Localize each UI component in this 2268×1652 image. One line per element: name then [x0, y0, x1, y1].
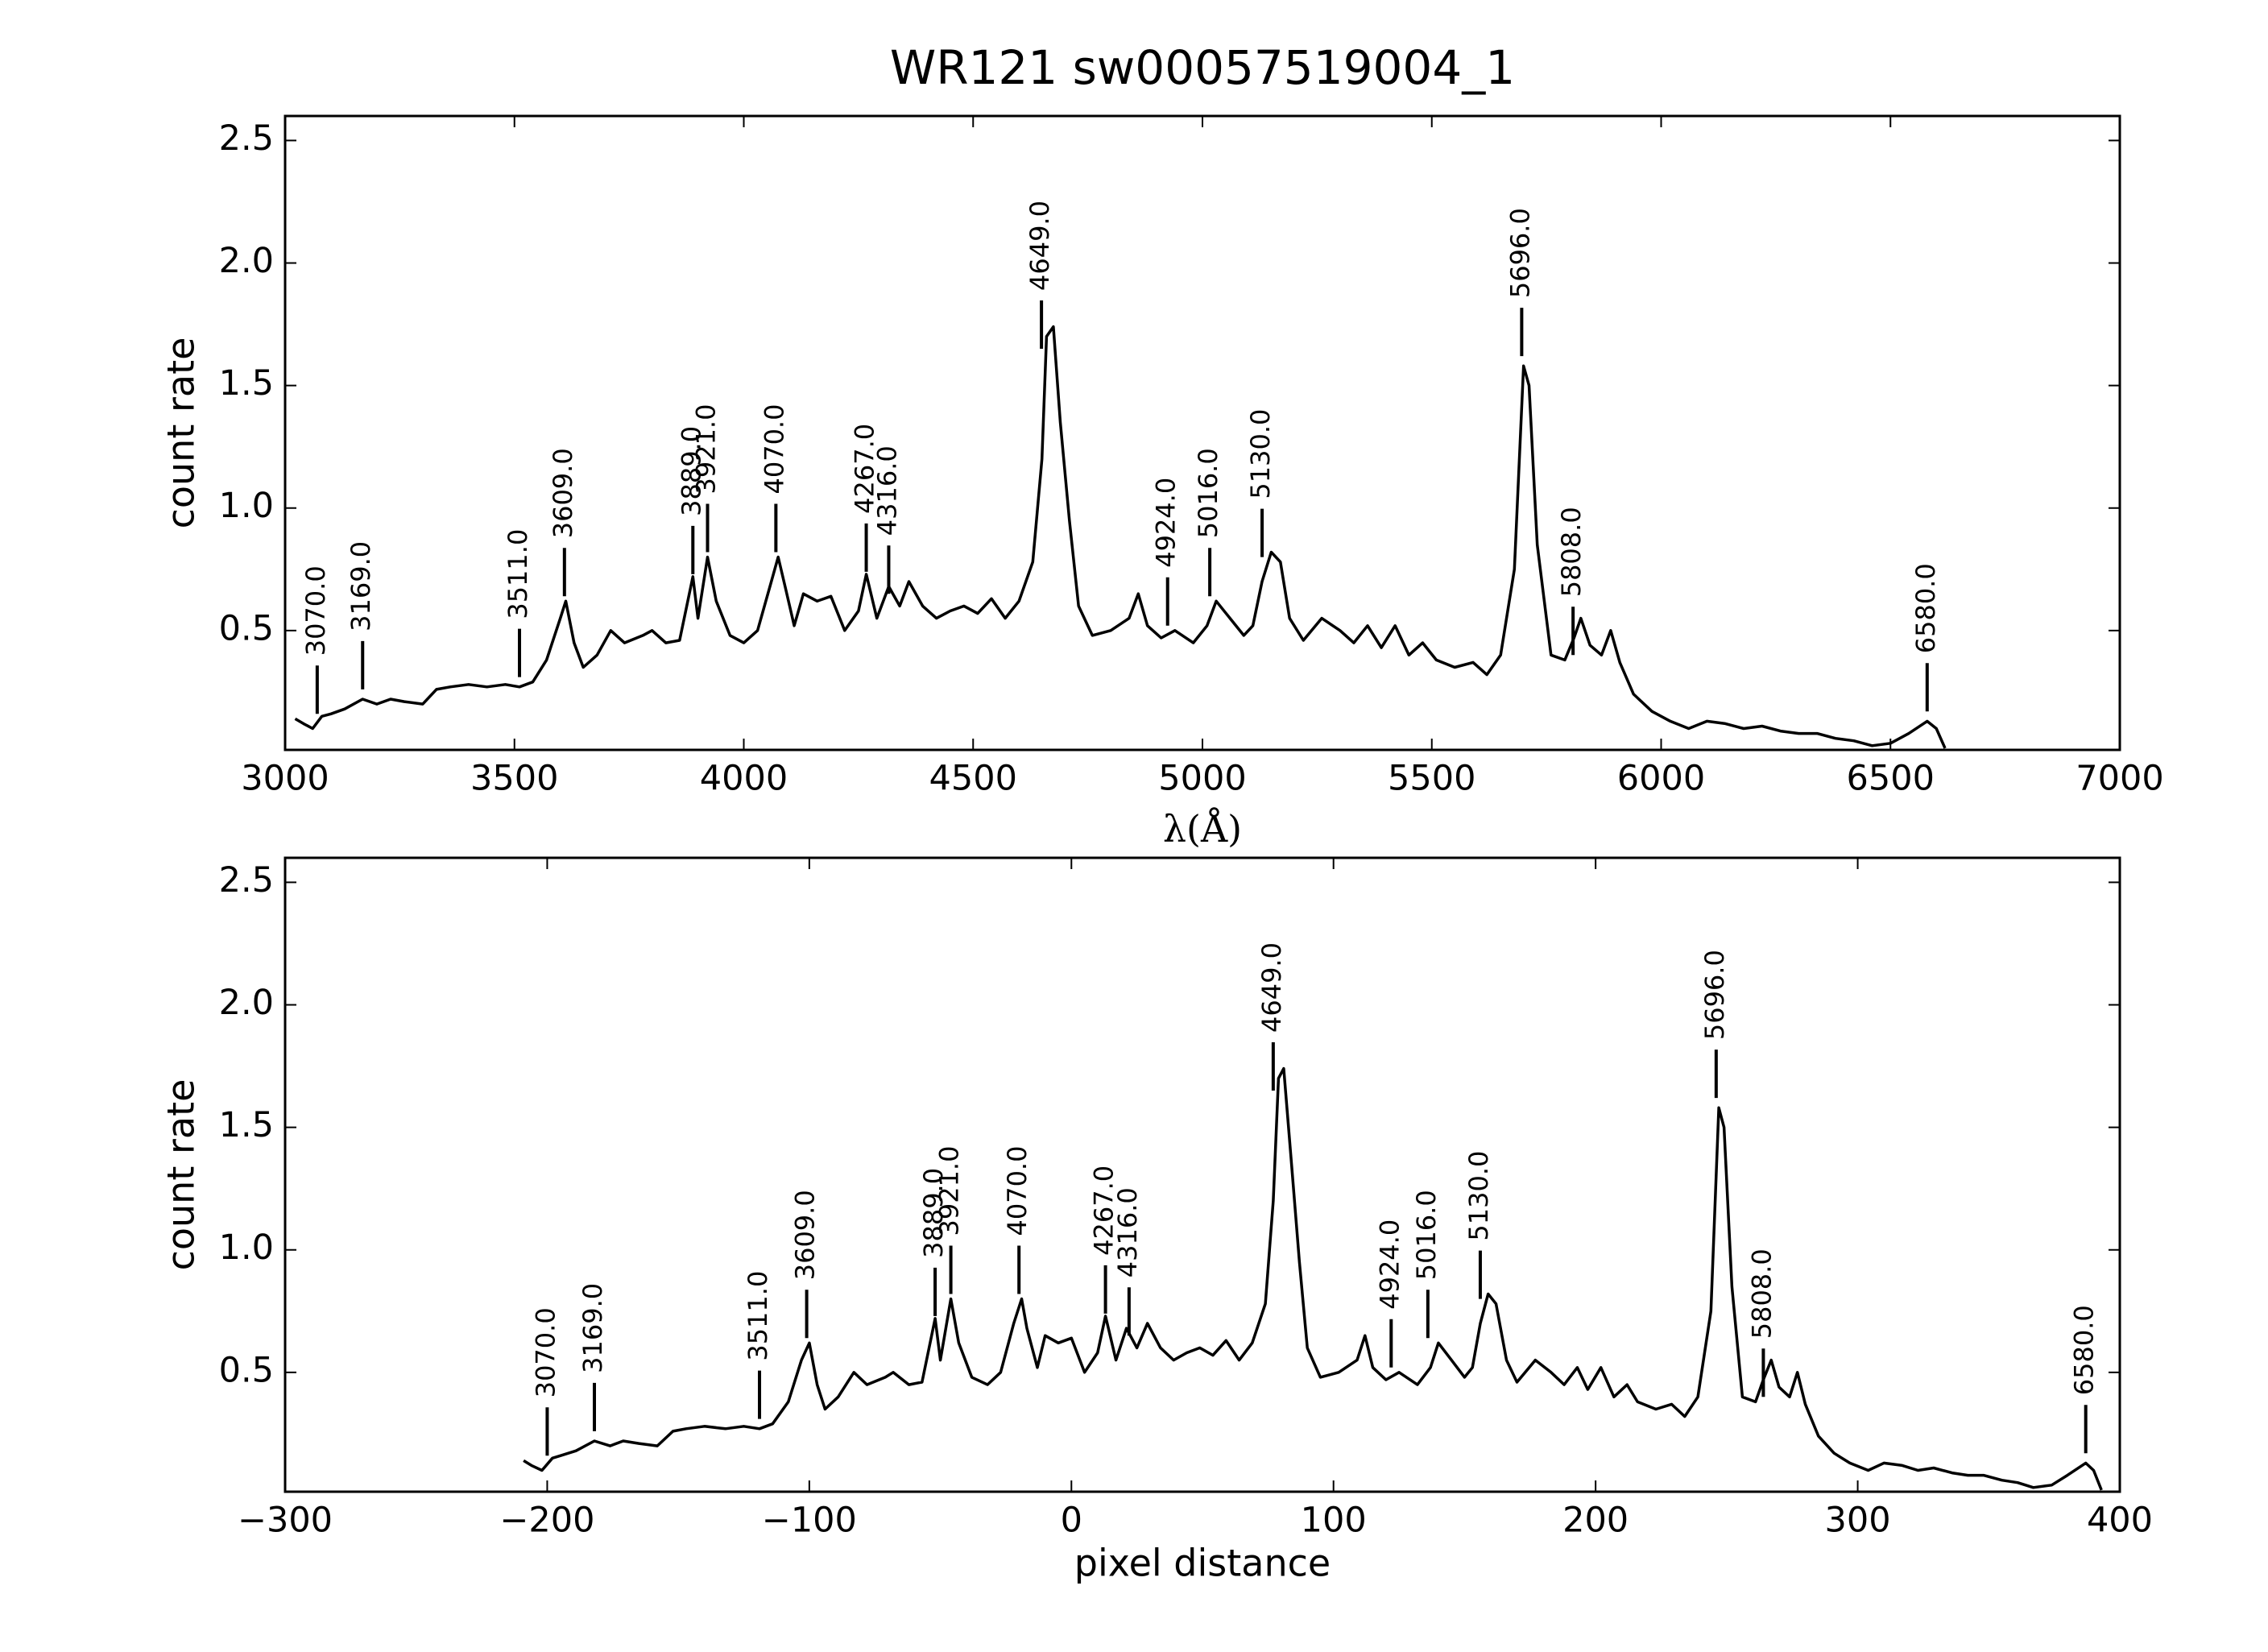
annotation-label: 4070.0 — [1002, 1146, 1033, 1236]
x-tick-label: −100 — [762, 1501, 857, 1541]
annotation-label: 3889.0 — [676, 426, 706, 516]
y-tick-label: 2.0 — [219, 983, 274, 1023]
annotation-label: 3921.0 — [691, 404, 722, 495]
annotation-label: 6580.0 — [2069, 1305, 2100, 1395]
y-tick-label: 0.5 — [219, 608, 274, 648]
annotation-label: 4316.0 — [1112, 1187, 1143, 1277]
x-axis-label: pixel distance — [1074, 1542, 1331, 1585]
annotation-label: 5016.0 — [1193, 448, 1223, 538]
annotation-label: 6580.0 — [1910, 563, 1941, 653]
annotation-label: 3921.0 — [934, 1146, 965, 1236]
x-tick-label: 400 — [2087, 1501, 2153, 1541]
annotation-label: 3609.0 — [548, 448, 578, 538]
x-tick-label: 6000 — [1617, 759, 1705, 799]
annotation-label: 3889.0 — [918, 1168, 949, 1258]
x-axis-label: λ(Å) — [1163, 806, 1242, 851]
annotation-label: 3169.0 — [577, 1283, 608, 1373]
axes-frame — [284, 856, 2121, 1493]
annotation-label: 4316.0 — [871, 445, 902, 536]
annotation-label: 4924.0 — [1374, 1219, 1405, 1310]
annotation-label: 4649.0 — [1256, 942, 1287, 1033]
x-tick-label: 0 — [1061, 1501, 1082, 1541]
annotation-label: 3609.0 — [790, 1190, 821, 1280]
x-tick-label: 4000 — [700, 759, 788, 799]
annotation-label: 3169.0 — [346, 541, 376, 631]
y-tick-label: 1.0 — [219, 1228, 274, 1268]
y-axis-label: count rate — [159, 337, 203, 529]
annotation-label: 4649.0 — [1024, 201, 1055, 291]
annotation-label: 5130.0 — [1463, 1151, 1494, 1241]
x-tick-label: 6500 — [1847, 759, 1935, 799]
x-tick-label: 200 — [1562, 1501, 1629, 1541]
annotation-label: 5696.0 — [1504, 208, 1535, 298]
annotation-label: 3511.0 — [503, 529, 533, 619]
annotation-label: 5808.0 — [1556, 507, 1587, 597]
y-tick-label: 1.5 — [219, 363, 274, 404]
y-tick-label: 1.5 — [219, 1105, 274, 1145]
y-axis-label: count rate — [159, 1079, 203, 1271]
spectrum-line — [294, 325, 1947, 749]
x-tick-label: 3000 — [241, 759, 329, 799]
annotation-label: 5016.0 — [1411, 1190, 1442, 1280]
annotation-label: 5808.0 — [1746, 1248, 1777, 1339]
x-tick-label: 3500 — [470, 759, 558, 799]
annotation-label: 4267.0 — [850, 424, 880, 514]
annotation-label: 3511.0 — [743, 1271, 773, 1361]
spectrum-line — [523, 1066, 2103, 1491]
chart-title: WR121 sw00057519004_1 — [890, 40, 1515, 95]
y-tick-label: 2.5 — [219, 860, 274, 901]
x-tick-label: 100 — [1301, 1501, 1367, 1541]
y-tick-label: 2.5 — [219, 118, 274, 159]
annotation-label: 5130.0 — [1245, 409, 1276, 499]
annotation-label: 4070.0 — [759, 404, 789, 495]
y-tick-label: 1.0 — [219, 486, 274, 526]
x-tick-label: −200 — [499, 1501, 594, 1541]
y-tick-label: 2.0 — [219, 241, 274, 281]
x-tick-label: 300 — [1825, 1501, 1891, 1541]
x-tick-label: 5500 — [1388, 759, 1475, 799]
annotation-label: 5696.0 — [1699, 950, 1730, 1040]
x-tick-label: 5000 — [1158, 759, 1246, 799]
annotation-label: 3070.0 — [300, 565, 331, 656]
annotation-label: 4924.0 — [1151, 478, 1182, 568]
x-tick-label: 7000 — [2076, 759, 2163, 799]
y-tick-label: 0.5 — [219, 1350, 274, 1390]
annotation-label: 4267.0 — [1089, 1166, 1120, 1256]
annotation-label: 3070.0 — [530, 1307, 561, 1397]
x-tick-label: 4500 — [929, 759, 1017, 799]
x-tick-label: −300 — [238, 1501, 333, 1541]
